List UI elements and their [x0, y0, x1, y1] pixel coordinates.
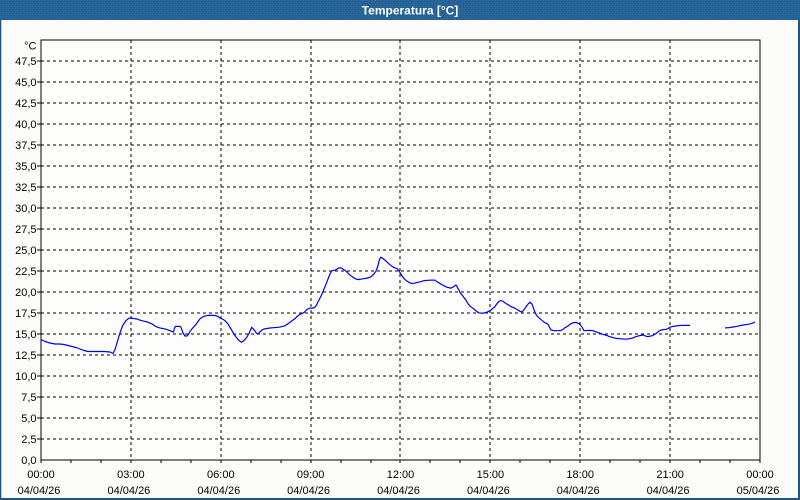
svg-text:03:00: 03:00 [117, 469, 145, 481]
svg-text:12,5: 12,5 [15, 350, 36, 362]
svg-text:5,0: 5,0 [21, 413, 36, 425]
svg-text:40,0: 40,0 [15, 119, 36, 131]
svg-text:Temperatura [°C]: Temperatura [°C] [362, 4, 459, 18]
svg-text:20,0: 20,0 [15, 287, 36, 299]
svg-text:7,5: 7,5 [21, 392, 36, 404]
svg-text:27,5: 27,5 [15, 224, 36, 236]
svg-text:00:00: 00:00 [27, 469, 55, 481]
svg-text:05/04/26: 05/04/26 [737, 485, 780, 497]
svg-text:47,5: 47,5 [15, 56, 36, 68]
svg-text:04/04/26: 04/04/26 [557, 485, 600, 497]
svg-text:21:00: 21:00 [656, 469, 684, 481]
svg-text:00:00: 00:00 [746, 469, 774, 481]
svg-text:12:00: 12:00 [387, 469, 415, 481]
svg-text:45,0: 45,0 [15, 77, 36, 89]
svg-text:32,5: 32,5 [15, 182, 36, 194]
svg-text:15:00: 15:00 [477, 469, 505, 481]
svg-text:35,0: 35,0 [15, 161, 36, 173]
svg-text:25,0: 25,0 [15, 245, 36, 257]
svg-text:04/04/26: 04/04/26 [377, 485, 420, 497]
svg-text:04/04/26: 04/04/26 [18, 485, 61, 497]
svg-text:°C: °C [24, 41, 36, 53]
svg-text:04/04/26: 04/04/26 [107, 485, 150, 497]
svg-text:30,0: 30,0 [15, 203, 36, 215]
svg-text:22,5: 22,5 [15, 266, 36, 278]
svg-text:04/04/26: 04/04/26 [287, 485, 330, 497]
svg-text:04/04/26: 04/04/26 [197, 485, 240, 497]
svg-text:37,5: 37,5 [15, 140, 36, 152]
svg-text:10,0: 10,0 [15, 371, 36, 383]
svg-text:09:00: 09:00 [297, 469, 325, 481]
svg-text:06:00: 06:00 [207, 469, 235, 481]
svg-text:18:00: 18:00 [566, 469, 594, 481]
svg-text:04/04/26: 04/04/26 [467, 485, 510, 497]
svg-text:17,5: 17,5 [15, 308, 36, 320]
svg-text:15,0: 15,0 [15, 329, 36, 341]
svg-text:2,5: 2,5 [21, 434, 36, 446]
svg-text:42,5: 42,5 [15, 98, 36, 110]
svg-text:0,0: 0,0 [21, 455, 36, 467]
svg-text:04/04/26: 04/04/26 [647, 485, 690, 497]
